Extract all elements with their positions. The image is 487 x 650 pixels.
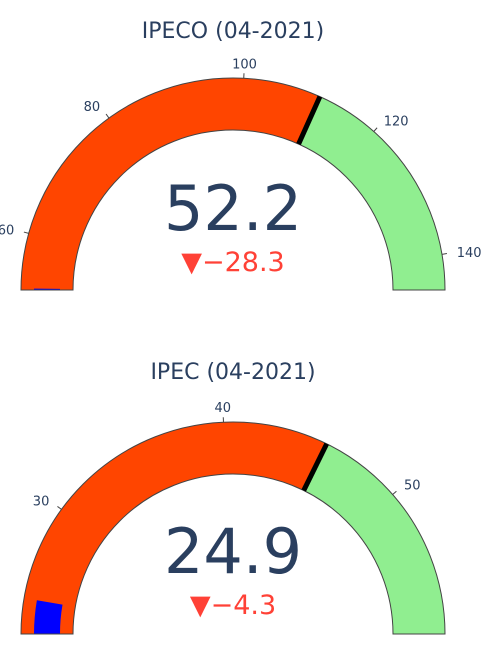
gauge-tick-mark xyxy=(105,113,110,119)
gauge-step-band xyxy=(303,443,445,634)
gauge-ipeco: IPECO (04-2021) 60 80 100 120 140 52.2 ▼−28.… xyxy=(0,19,482,291)
gauge-threshold-line xyxy=(301,442,329,492)
gauge-tick-label: 80 xyxy=(84,100,101,115)
gauge-tick-label: 140 xyxy=(457,246,482,261)
gauge-outline xyxy=(20,421,446,635)
gauge-tick-mark xyxy=(441,253,447,255)
gauge-tick-label: 50 xyxy=(404,479,421,494)
gauge-outline xyxy=(20,77,446,291)
gauge-tick-label: 40 xyxy=(215,401,232,416)
gauge-value: 52.2 xyxy=(164,172,302,245)
gauge-tick-label: 30 xyxy=(33,495,50,510)
gauge-tick-mark xyxy=(373,127,378,132)
gauge-step-band xyxy=(298,96,445,290)
gauge-step-band xyxy=(21,77,320,290)
gauge-arc-layer xyxy=(20,77,446,291)
gauge-delta: ▼−28.3 xyxy=(181,247,285,278)
gauge-title: IPECO (04-2021) xyxy=(142,19,324,44)
gauge-ticks: 60 80 100 120 140 xyxy=(0,57,482,261)
gauge-title: IPEC (04-2021) xyxy=(150,360,315,385)
gauge-value: 24.9 xyxy=(164,515,302,588)
gauge-step-band xyxy=(21,421,327,634)
gauge-delta: ▼−4.3 xyxy=(190,590,276,621)
gauge-arc-layer xyxy=(20,421,446,635)
gauge-tick-label: 100 xyxy=(232,57,257,72)
gauge-ticks: 30 40 50 xyxy=(33,401,421,510)
gauge-tick-label: 120 xyxy=(384,114,409,129)
gauge-tick-label: 60 xyxy=(0,223,14,238)
gauge-ipec: IPEC (04-2021) 30 40 50 24.9 ▼−4.3 xyxy=(20,360,446,635)
gauge-tick-mark xyxy=(392,490,397,495)
gauge-value-bar xyxy=(34,600,63,634)
gauge-tick-mark xyxy=(57,506,62,510)
gauge-threshold-line xyxy=(296,95,323,146)
gauge-tick-mark xyxy=(23,231,29,234)
